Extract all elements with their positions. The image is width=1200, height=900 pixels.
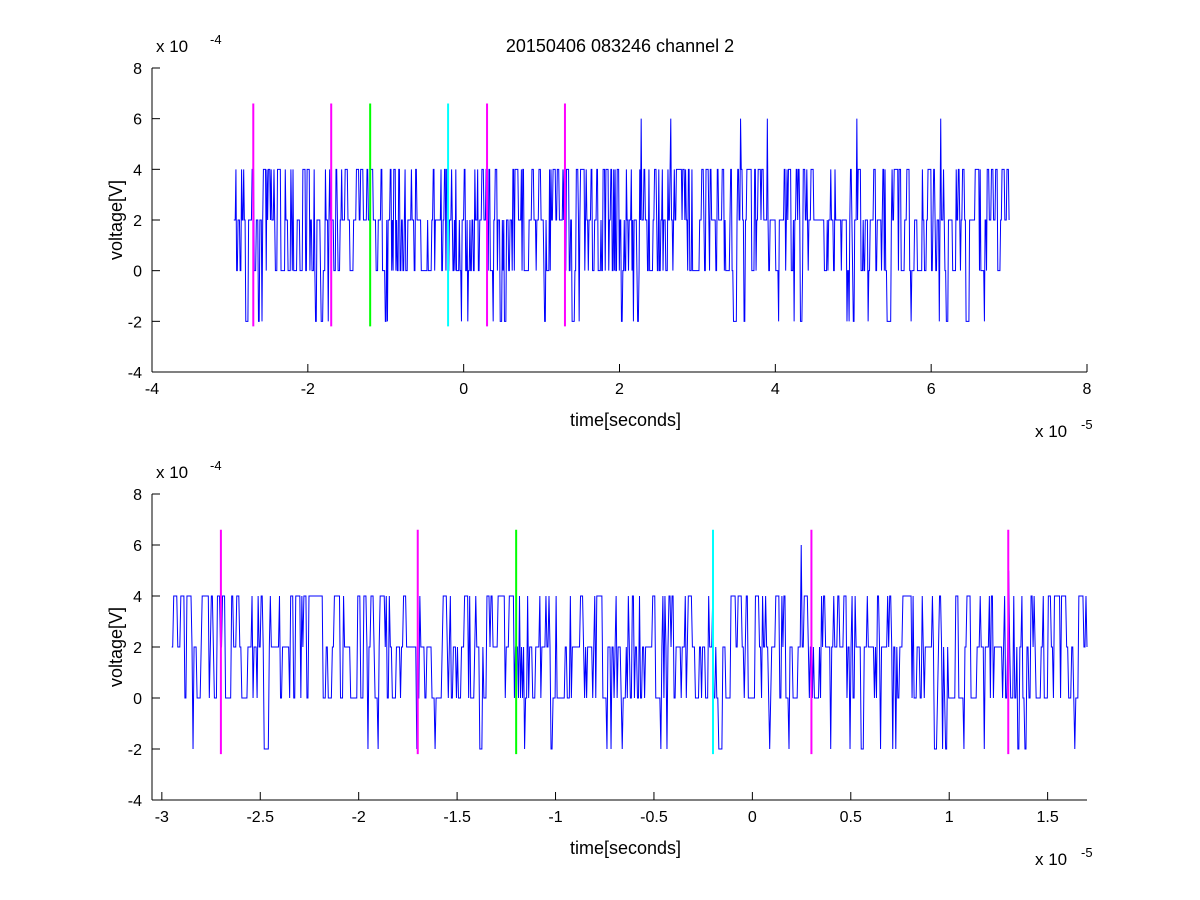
- y-tick-label: -4: [128, 365, 142, 382]
- x-exponent-power: -5: [1081, 417, 1093, 432]
- x-exponent-power: -5: [1081, 845, 1093, 860]
- x-tick-label: -4: [145, 381, 159, 398]
- y-exponent-label: x 10: [156, 37, 188, 56]
- x-tick-label: 8: [1083, 381, 1092, 398]
- x-tick-label: -3: [155, 809, 169, 826]
- x-tick-label: 2: [615, 381, 624, 398]
- y-tick-label: -4: [128, 793, 142, 810]
- x-tick-label: 1: [945, 809, 954, 826]
- y-tick-label: 8: [133, 487, 142, 504]
- x-tick-label: 6: [927, 381, 936, 398]
- x-axis-label: time[seconds]: [570, 410, 681, 430]
- y-axis-label: voltage[V]: [106, 607, 126, 687]
- x-tick-label: 1.5: [1037, 809, 1059, 826]
- x-tick-label: 0: [459, 381, 468, 398]
- x-tick-label: -2: [301, 381, 315, 398]
- x-tick-label: -2.5: [246, 809, 274, 826]
- y-tick-label: 8: [133, 61, 142, 78]
- x-tick-label: -0.5: [640, 809, 668, 826]
- x-tick-label: -2: [352, 809, 366, 826]
- figure-title: 20150406 083246 channel 2: [506, 36, 734, 56]
- x-tick-label: 0.5: [840, 809, 862, 826]
- y-tick-label: 6: [133, 538, 142, 555]
- y-exponent-power: -4: [210, 458, 222, 473]
- x-tick-label: -1: [548, 809, 562, 826]
- top-subplot: -4 -2 0 2 4 6 8 -4 -2 0 2 4 6 8 time[seconds] voltage[V…: [106, 32, 1093, 441]
- y-tick-label: 4: [133, 162, 142, 179]
- y-tick-label: 2: [133, 213, 142, 230]
- y-tick-label: 2: [133, 640, 142, 657]
- y-tick-label: 0: [133, 264, 142, 281]
- x-axis-label: time[seconds]: [570, 838, 681, 858]
- signal-trace: [233, 118, 1010, 322]
- y-tick-label: 6: [133, 112, 142, 129]
- y-tick-label: -2: [128, 742, 142, 759]
- x-tick-label: -1.5: [443, 809, 471, 826]
- x-tick-label: 0: [748, 809, 757, 826]
- x-exponent-label: x 10: [1035, 850, 1067, 869]
- x-exponent-label: x 10: [1035, 422, 1067, 441]
- y-tick-label: 4: [133, 589, 142, 606]
- x-tick-label: 4: [771, 381, 780, 398]
- y-exponent-label: x 10: [156, 463, 188, 482]
- signal-trace: [171, 544, 1088, 750]
- y-tick-label: 0: [133, 691, 142, 708]
- y-axis-label: voltage[V]: [106, 180, 126, 260]
- bottom-subplot: -3 -2.5 -2 -1.5 -1 -0.5 0 0.5 1 1.5 -4 -2 0 2 4 6 8 time[…: [106, 458, 1093, 869]
- y-exponent-power: -4: [210, 32, 222, 47]
- y-tick-label: -2: [128, 314, 142, 331]
